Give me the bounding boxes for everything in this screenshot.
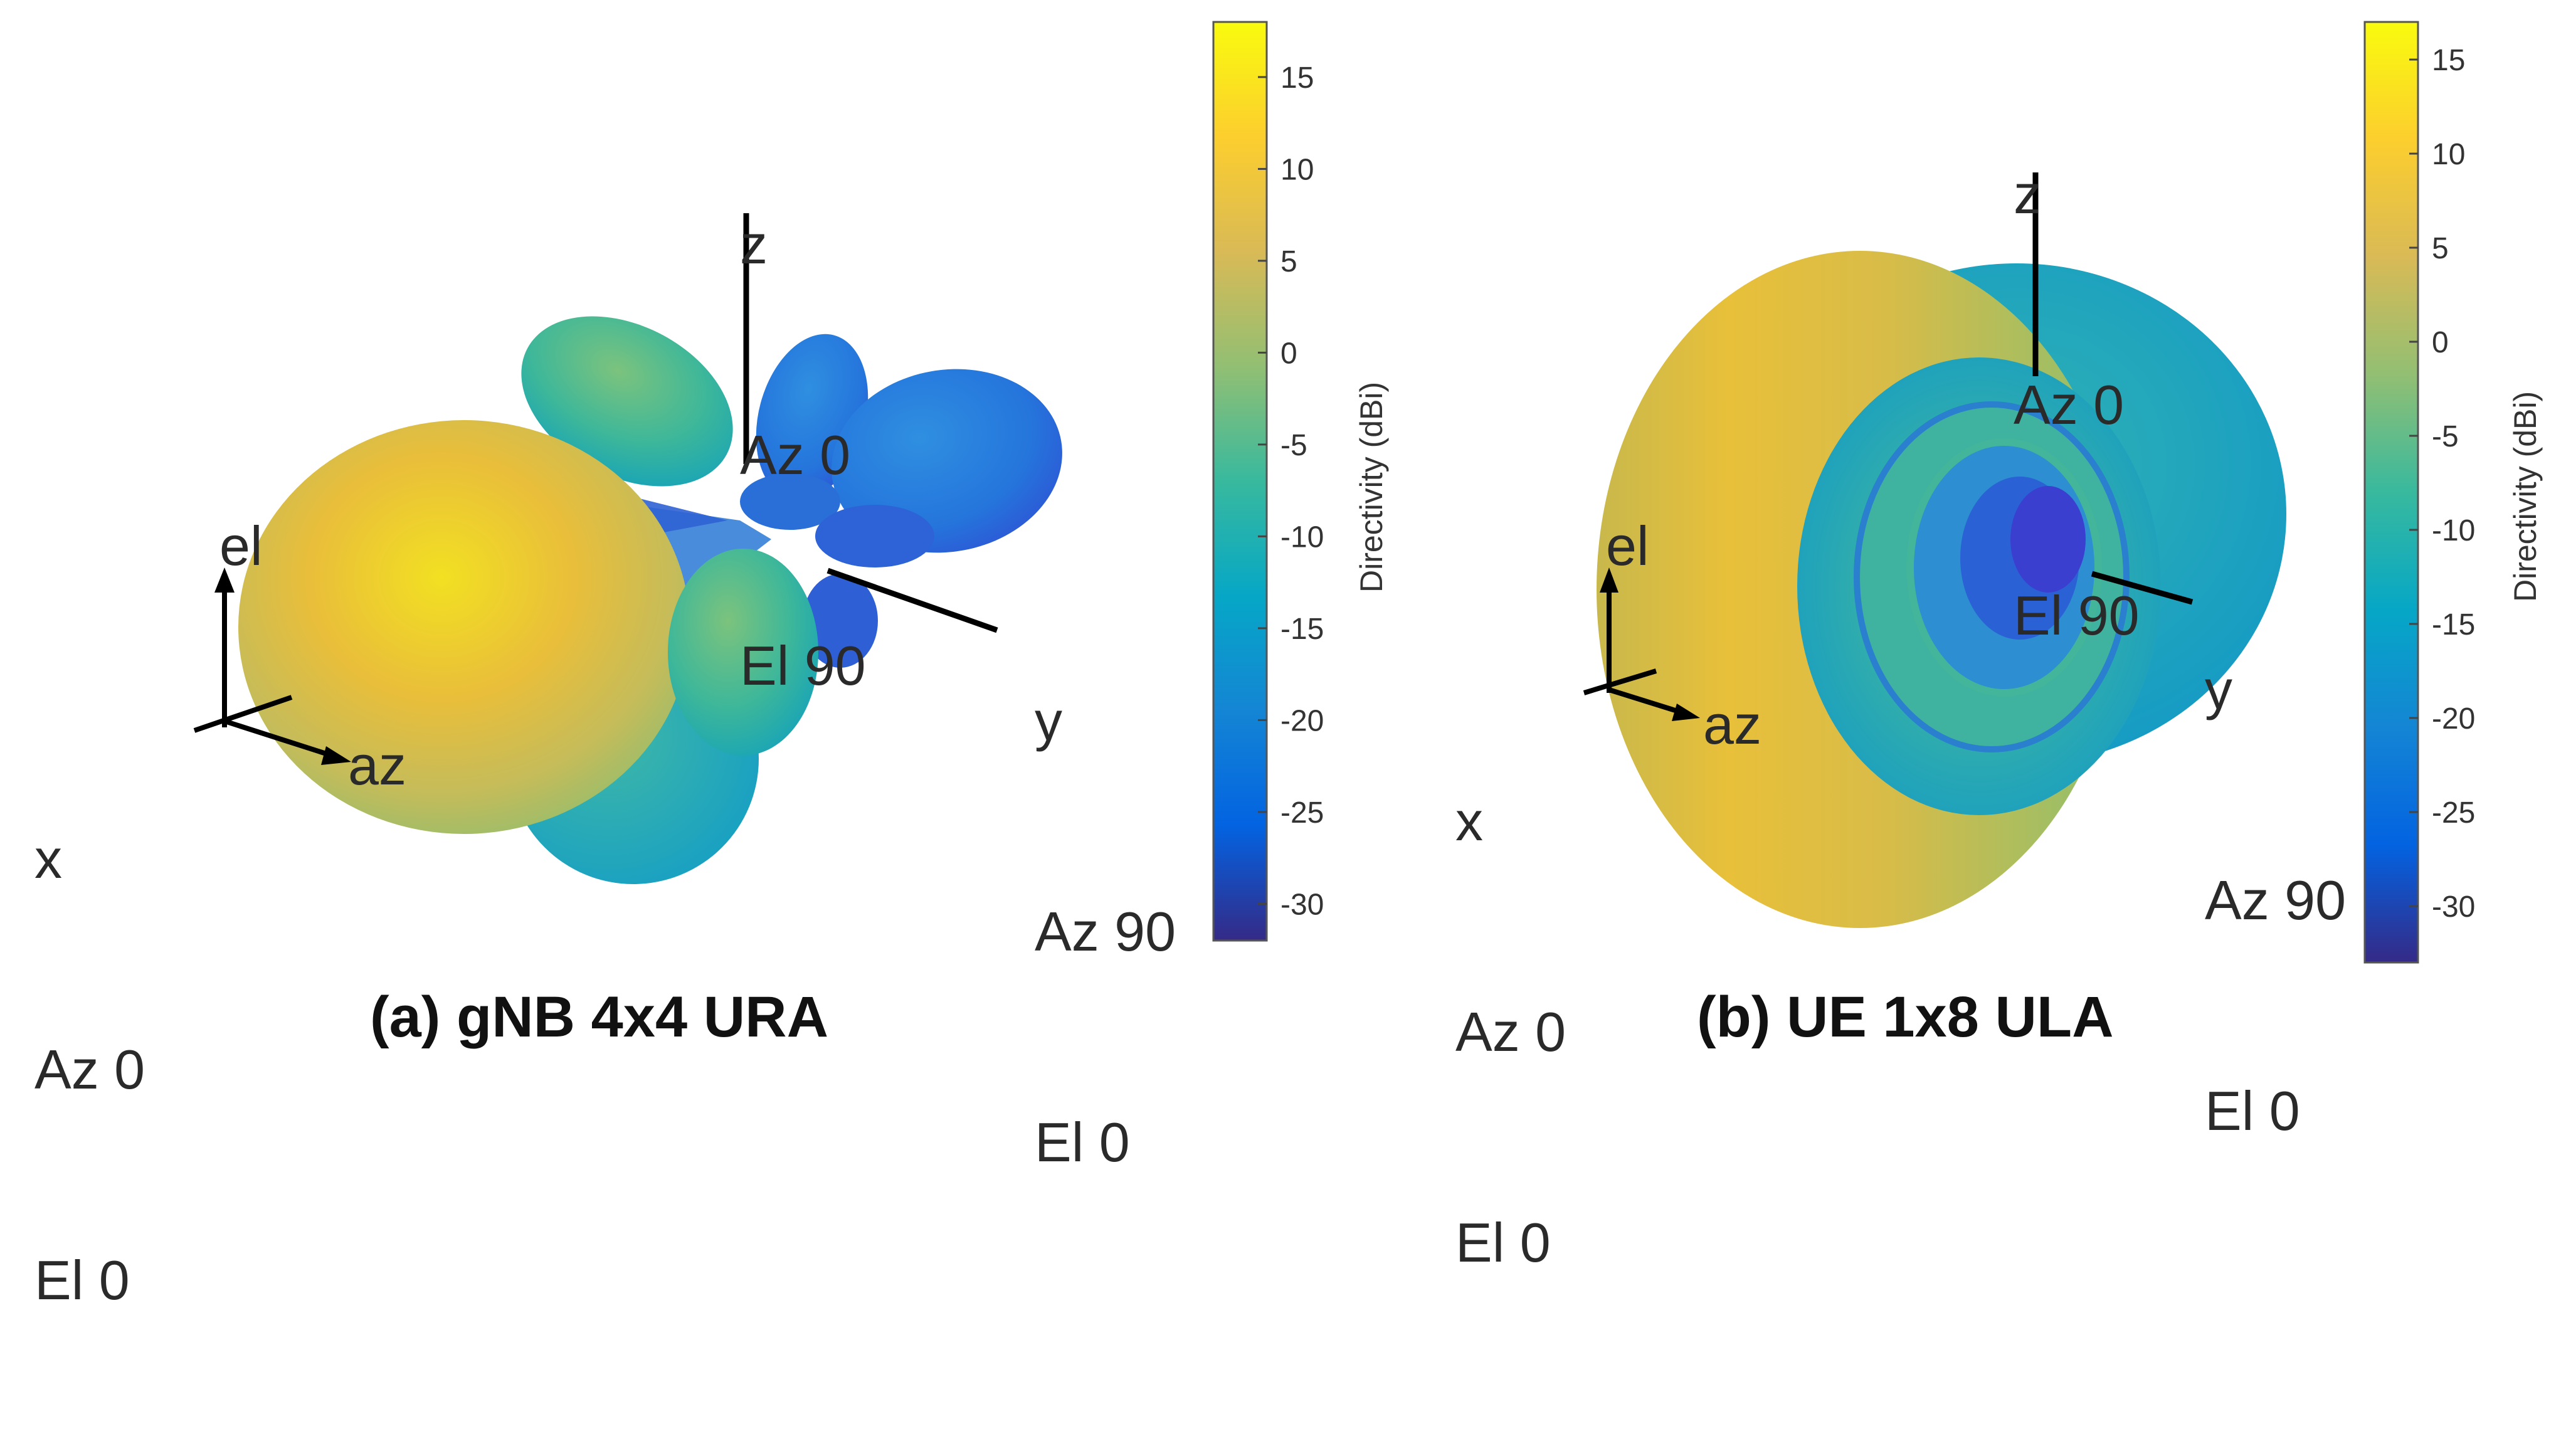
colorbar-gnb: 15 10 5 0 -5 -10 -15 -20 -25 -30 — [1212, 21, 1324, 942]
colorbar-tick-label: -5 — [2432, 420, 2459, 453]
side-lobe — [803, 574, 878, 668]
z-axis-label: z Az 0 El 90 — [740, 69, 866, 841]
x-axis-label: x Az 0 El 0 — [34, 683, 145, 1456]
el-axis-arrowhead — [1600, 567, 1618, 593]
colorbar-tick-label: -20 — [2432, 702, 2475, 736]
z-axis-azimuth: Az 0 — [740, 424, 851, 486]
caption-gnb: (a) gNB 4x4 URA — [370, 985, 829, 1049]
y-axis-elevation: El 0 — [1035, 1111, 1130, 1173]
colorbar-tick-label: 0 — [2432, 326, 2449, 359]
caption-ue: (b) UE 1x8 ULA — [1697, 985, 2114, 1049]
colorbar-tick-label: 15 — [2432, 44, 2465, 77]
side-lobe — [521, 316, 733, 487]
chart-panel-ue: z Az 0 El 90 y Az 90 El 0 x Az 0 El 0 el… — [1283, 0, 2566, 1274]
colorbar-tick-label: 15 — [1280, 61, 1314, 95]
colorbar-tick-label: -15 — [2432, 608, 2475, 641]
colorbar-gradient — [2363, 21, 2419, 964]
inner-ring-lobe — [2010, 486, 2086, 593]
colorbar-tick-label: -20 — [1280, 704, 1324, 737]
y-axis-label: y Az 90 El 0 — [2205, 514, 2346, 1287]
z-axis-name: z — [2014, 163, 2041, 225]
x-axis-name: x — [34, 828, 62, 890]
y-axis-azimuth: Az 90 — [1035, 900, 1176, 963]
colorbar-tick-label: -15 — [1280, 613, 1324, 646]
x-axis-label: x Az 0 El 0 — [1455, 646, 1566, 1418]
colorbar-tick-label: 5 — [1280, 245, 1297, 278]
colorbar-tick-label: -10 — [1280, 520, 1324, 554]
z-axis-elevation: El 90 — [740, 635, 866, 697]
z-axis-name: z — [740, 213, 768, 275]
az-axis-arrowhead — [321, 746, 351, 765]
x-axis-line — [193, 695, 293, 733]
colorbar-label: Directivity (dBi) — [2508, 391, 2543, 602]
colorbar-tick-label: -30 — [2432, 890, 2475, 924]
az-axis-label: az — [1703, 694, 1761, 756]
y-axis-name: y — [2205, 658, 2232, 720]
az-axis-arrowhead — [1672, 704, 1700, 721]
y-axis-name: y — [1035, 690, 1062, 752]
side-lobe — [815, 505, 934, 567]
side-lobe — [740, 473, 840, 530]
x-axis-azimuth: Az 0 — [34, 1038, 145, 1100]
el-axis-label: el — [1606, 515, 1649, 577]
main-lobe — [238, 420, 690, 834]
radiation-pattern-3d-gnb — [193, 213, 1062, 884]
colorbar-tick-label: -10 — [2432, 514, 2475, 547]
x-axis-azimuth: Az 0 — [1455, 1001, 1566, 1063]
colorbar-tick-label: -5 — [1280, 429, 1307, 462]
x-axis-elevation: El 0 — [34, 1249, 130, 1311]
colorbar-tick-label: 10 — [2432, 138, 2465, 171]
colorbar-tick-label: 10 — [1280, 153, 1314, 186]
radiation-pattern-3d-ue — [1583, 172, 2286, 928]
side-lobe — [668, 549, 818, 756]
colorbar-tick-label: 0 — [1280, 337, 1297, 370]
x-axis-name: x — [1455, 790, 1483, 852]
el-axis-arrowhead — [214, 567, 235, 593]
z-axis-label: z Az 0 El 90 — [2014, 19, 2140, 791]
colorbar-tick-label: 5 — [2432, 232, 2449, 265]
colorbar-tick-label: -25 — [2432, 796, 2475, 830]
y-axis-elevation: El 0 — [2205, 1080, 2300, 1142]
y-axis-azimuth: Az 90 — [2205, 869, 2347, 931]
chart-panel-gnb: z Az 0 El 90 y Az 90 El 0 x Az 0 El 0 el… — [0, 0, 1389, 1311]
colorbar-gradient — [1212, 21, 1268, 942]
z-axis-azimuth: Az 0 — [2014, 374, 2125, 436]
y-axis-line — [826, 567, 998, 633]
colorbar-tick-label: -25 — [1280, 796, 1324, 830]
x-axis-line — [1583, 668, 1657, 695]
az-axis-arrow — [223, 719, 343, 761]
y-axis-line — [2091, 571, 2194, 605]
y-axis-label: y Az 90 El 0 — [1035, 546, 1176, 1318]
colorbar-tick-label: -30 — [1280, 888, 1324, 921]
el-axis-label: el — [219, 515, 263, 577]
az-axis-label: az — [348, 734, 406, 796]
z-axis-elevation: El 90 — [2014, 584, 2140, 646]
x-axis-elevation: El 0 — [1455, 1211, 1551, 1274]
colorbar-ue: 15 10 5 0 -5 -10 -15 -20 -25 -30 — [2363, 21, 2475, 964]
